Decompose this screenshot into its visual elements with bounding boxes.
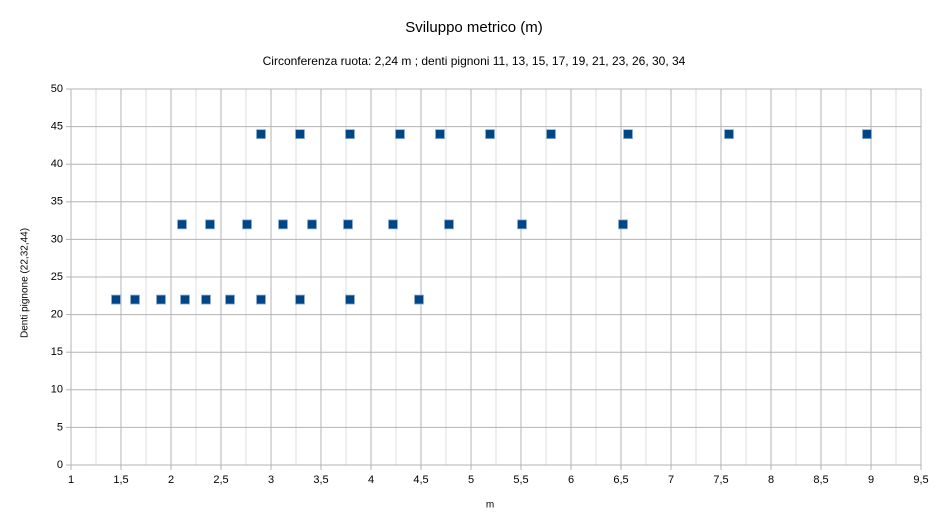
point <box>156 294 166 305</box>
point <box>130 294 140 305</box>
point <box>177 219 187 230</box>
x-tick-label: 6,5 <box>613 474 628 486</box>
point <box>444 219 454 230</box>
x-axis-label: m <box>486 500 494 511</box>
point <box>295 129 305 140</box>
point <box>205 219 215 230</box>
y-tick-label: 45 <box>51 121 63 133</box>
point <box>345 129 355 140</box>
point <box>256 129 266 140</box>
chart-title: Sviluppo metrico (m) <box>405 19 543 36</box>
point <box>485 129 495 140</box>
y-tick-label: 5 <box>57 421 63 433</box>
x-tick-label: 8 <box>768 474 774 486</box>
x-tick-label: 7,5 <box>713 474 728 486</box>
point <box>618 219 628 230</box>
y-tick-label: 20 <box>51 309 63 321</box>
y-tick-label: 50 <box>51 83 63 95</box>
y-tick-label: 15 <box>51 346 63 358</box>
y-tick-label: 35 <box>51 196 63 208</box>
x-tick-label: 8,5 <box>813 474 828 486</box>
point <box>435 129 445 140</box>
x-tick-label: 6 <box>568 474 574 486</box>
point <box>242 219 252 230</box>
point <box>724 129 734 140</box>
point <box>345 294 355 305</box>
x-tick-label: 3,5 <box>313 474 328 486</box>
y-tick-label: 30 <box>51 233 63 245</box>
point <box>278 219 288 230</box>
point <box>517 219 527 230</box>
x-tick-label: 2 <box>168 474 174 486</box>
point <box>343 219 353 230</box>
point <box>546 129 556 140</box>
x-tick-label: 1,5 <box>113 474 128 486</box>
y-tick-label: 40 <box>51 158 63 170</box>
y-tick-label: 10 <box>51 384 63 396</box>
chart-subtitle: Circonferenza ruota: 2,24 m ; denti pign… <box>263 54 686 68</box>
point <box>256 294 266 305</box>
plot-frame <box>70 88 922 466</box>
point <box>623 129 633 140</box>
point <box>862 129 872 140</box>
y-tick-label: 0 <box>57 459 63 471</box>
point <box>111 294 121 305</box>
point <box>414 294 424 305</box>
x-tick-label: 9 <box>868 474 874 486</box>
y-axis-label: Denti pignone (22,32,44) <box>20 228 31 338</box>
x-tick-label: 4,5 <box>413 474 428 486</box>
x-tick-label: 2,5 <box>213 474 228 486</box>
point <box>225 294 235 305</box>
point <box>395 129 405 140</box>
point <box>307 219 317 230</box>
y-tick-label: 25 <box>51 271 63 283</box>
point <box>388 219 398 230</box>
x-tick-label: 1 <box>68 474 74 486</box>
point <box>180 294 190 305</box>
x-tick-label: 3 <box>268 474 274 486</box>
point <box>295 294 305 305</box>
x-tick-label: 4 <box>368 474 374 486</box>
x-tick-label: 5,5 <box>513 474 528 486</box>
point <box>201 294 211 305</box>
x-tick-label: 5 <box>468 474 474 486</box>
x-tick-label: 9,5 <box>913 474 928 486</box>
x-tick-label: 7 <box>668 474 674 486</box>
